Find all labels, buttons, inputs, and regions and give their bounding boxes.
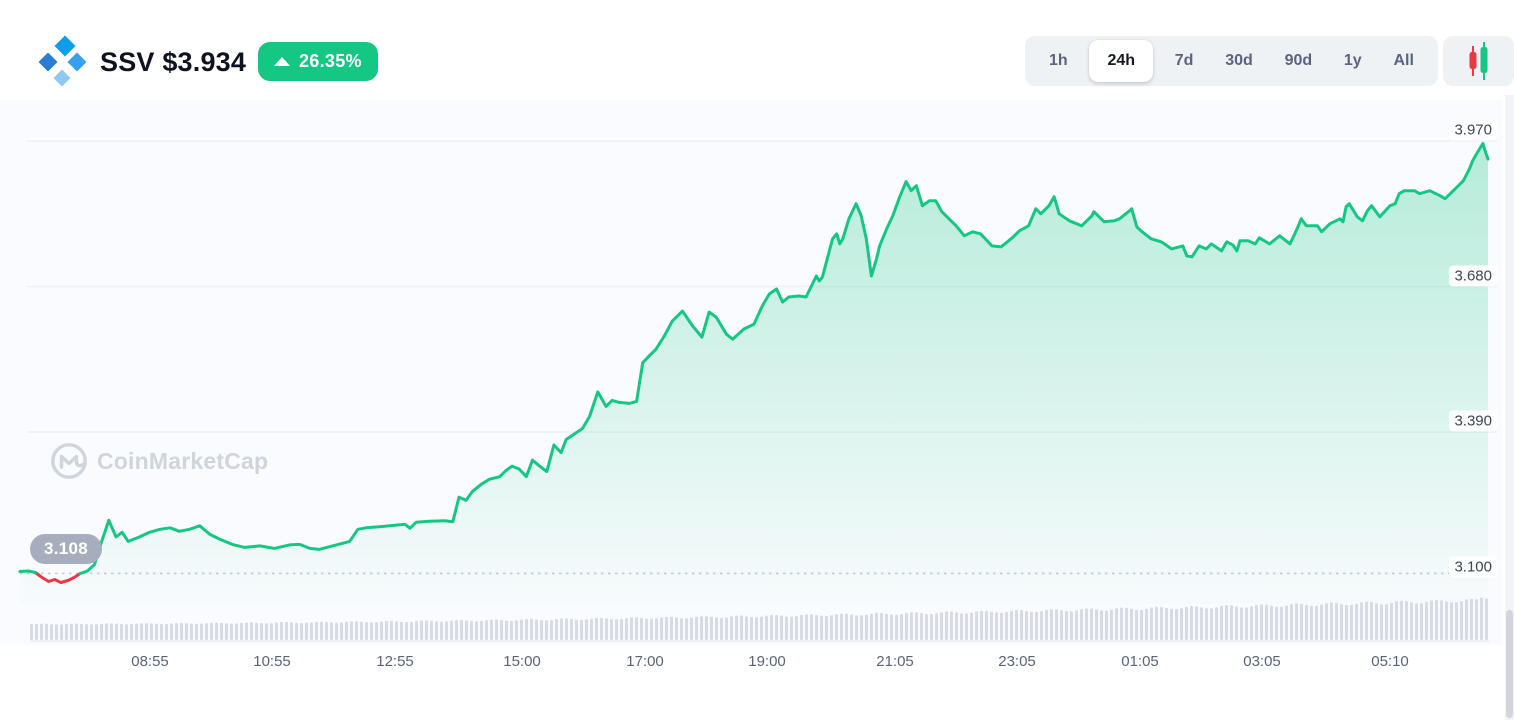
cmc-logo-icon: [51, 443, 87, 479]
watermark-text: CoinMarketCap: [97, 447, 269, 474]
x-axis-label: 17:00: [626, 653, 664, 670]
x-axis-label: 03:05: [1243, 653, 1281, 670]
range-button-24h[interactable]: 24h: [1089, 40, 1154, 82]
x-axis-label: 12:55: [376, 653, 414, 670]
x-axis-label: 15:00: [503, 653, 541, 670]
price-area-fill: [20, 143, 1488, 604]
x-axis-label: 01:05: [1121, 653, 1159, 670]
coin-price-title: SSV $3.934: [100, 47, 247, 77]
x-axis-label: 19:00: [748, 653, 786, 670]
price-line-below-open: [33, 571, 82, 584]
scrollbar-thumb[interactable]: [1506, 610, 1513, 718]
x-axis-label: 10:55: [253, 653, 291, 670]
time-range-selector: 1h 24h 7d 30d 90d 1y All: [1025, 36, 1438, 86]
price-change-badge: 26.35%: [258, 42, 378, 81]
coinmarketcap-watermark: CoinMarketCap: [50, 442, 268, 480]
range-button-1h[interactable]: 1h: [1039, 40, 1078, 82]
y-axis-label: 3.100: [1449, 556, 1497, 577]
chart-type-toggle-button[interactable]: [1443, 36, 1514, 86]
y-axis-label: 3.680: [1449, 265, 1497, 286]
x-axis-label: 23:05: [998, 653, 1036, 670]
ssv-logo-icon: [38, 35, 87, 87]
range-button-30d[interactable]: 30d: [1215, 40, 1263, 82]
open-price-bubble: 3.108: [30, 534, 103, 564]
range-button-7d[interactable]: 7d: [1165, 40, 1204, 82]
range-button-all[interactable]: All: [1383, 40, 1423, 82]
price-line: [18, 142, 1490, 575]
range-button-90d[interactable]: 90d: [1275, 40, 1323, 82]
y-axis-label: 3.390: [1449, 410, 1497, 432]
change-value: 26.35%: [299, 51, 362, 71]
x-axis-label: 21:05: [876, 653, 914, 670]
candlestick-icon: [1469, 42, 1487, 80]
x-axis-label: 05:10: [1371, 653, 1409, 670]
volume-bars: [30, 597, 1488, 640]
arrow-up-icon: [274, 57, 290, 66]
x-axis-label: 08:55: [131, 653, 169, 670]
y-axis-label: 3.970: [1449, 119, 1497, 141]
range-button-1y[interactable]: 1y: [1334, 40, 1372, 82]
scrollbar[interactable]: [1505, 95, 1514, 720]
